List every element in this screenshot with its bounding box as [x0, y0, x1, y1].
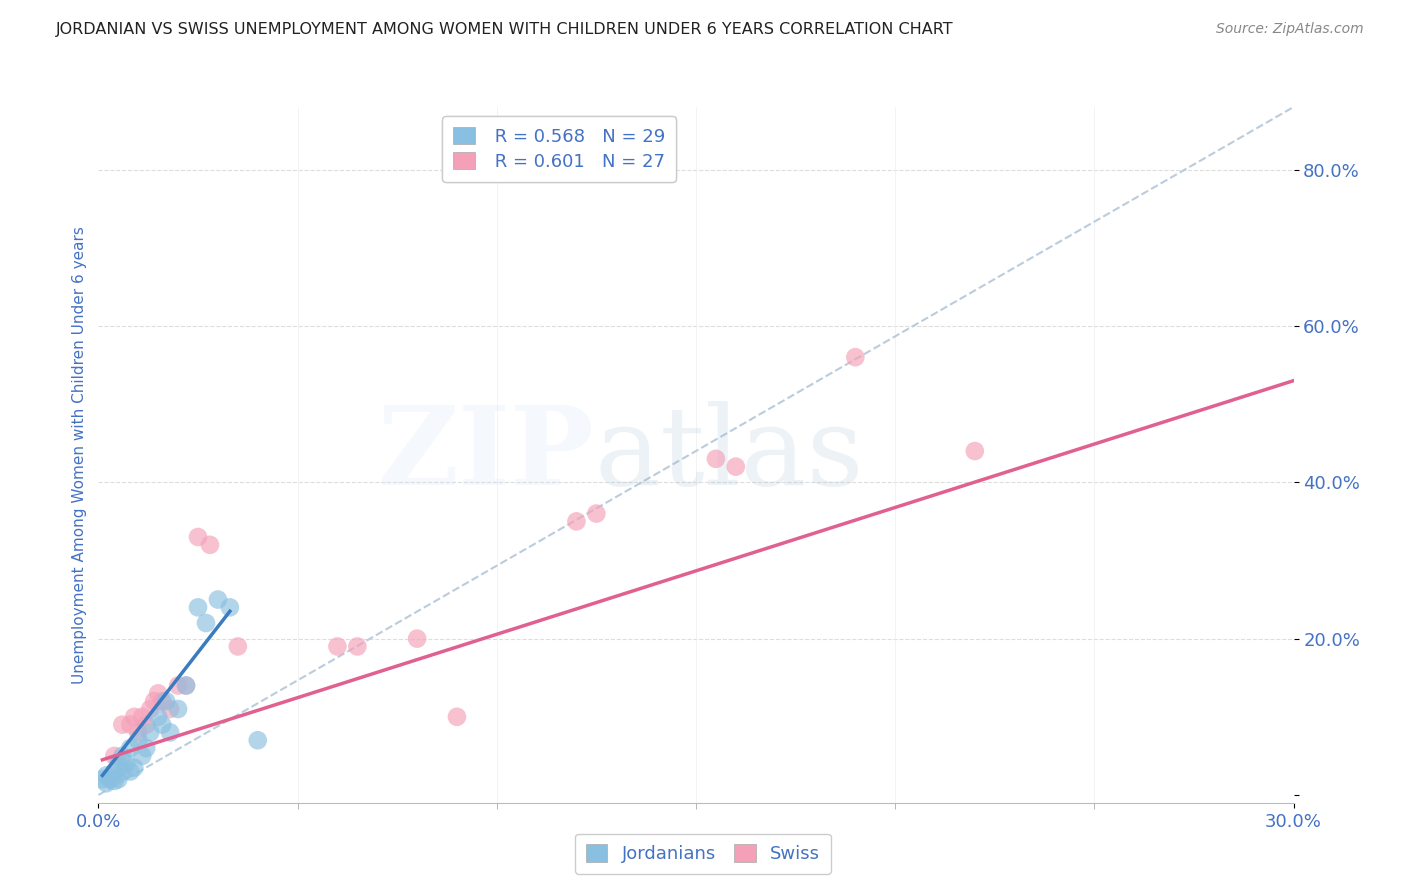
Legend:  R = 0.568   N = 29,  R = 0.601   N = 27: R = 0.568 N = 29, R = 0.601 N = 27 [441, 116, 676, 182]
Point [124, 710, 146, 724]
Text: atlas: atlas [595, 401, 865, 508]
Point [103, 748, 125, 763]
Point [346, 640, 368, 654]
Point [167, 702, 190, 716]
Point [150, 717, 173, 731]
Point [120, 717, 142, 731]
Point [406, 632, 429, 646]
Point [127, 733, 149, 747]
Point [111, 717, 134, 731]
Point [98, 772, 122, 787]
Point [103, 773, 125, 788]
Point [91, 772, 114, 787]
Point [111, 748, 134, 763]
Point [139, 725, 162, 739]
Point [198, 538, 221, 552]
Point [207, 592, 229, 607]
Point [963, 444, 986, 458]
Point [585, 507, 607, 521]
Point [150, 694, 173, 708]
Point [111, 764, 134, 779]
Point [159, 725, 181, 739]
Point [174, 679, 197, 693]
Point [844, 350, 866, 364]
Point [139, 702, 162, 716]
Point [143, 694, 166, 708]
Text: ZIP: ZIP [378, 401, 595, 508]
Point [187, 530, 209, 544]
Point [120, 764, 142, 779]
Point [159, 702, 181, 716]
Text: JORDANIAN VS SWISS UNEMPLOYMENT AMONG WOMEN WITH CHILDREN UNDER 6 YEARS CORRELAT: JORDANIAN VS SWISS UNEMPLOYMENT AMONG WO… [56, 22, 953, 37]
Point [107, 756, 129, 771]
Point [326, 640, 349, 654]
Point [187, 600, 209, 615]
Point [127, 725, 149, 739]
Point [120, 741, 142, 756]
Point [148, 710, 170, 724]
Point [115, 756, 138, 771]
Point [148, 686, 170, 700]
Point [174, 679, 197, 693]
Point [135, 741, 157, 756]
Point [131, 748, 153, 763]
Point [167, 679, 190, 693]
Point [446, 710, 468, 724]
Point [103, 764, 125, 779]
Point [226, 640, 249, 654]
Point [124, 761, 146, 775]
Text: Source: ZipAtlas.com: Source: ZipAtlas.com [1216, 22, 1364, 37]
Point [155, 694, 177, 708]
Point [219, 600, 242, 615]
Y-axis label: Unemployment Among Women with Children Under 6 years: Unemployment Among Women with Children U… [72, 226, 87, 684]
Point [194, 615, 218, 630]
Point [565, 514, 588, 528]
Point [246, 733, 269, 747]
Point [131, 710, 153, 724]
Point [96, 768, 118, 782]
Point [96, 776, 118, 790]
Point [107, 772, 129, 787]
Point [704, 451, 727, 466]
Point [724, 459, 747, 474]
Point [135, 717, 157, 731]
Legend: Jordanians, Swiss: Jordanians, Swiss [575, 834, 831, 874]
